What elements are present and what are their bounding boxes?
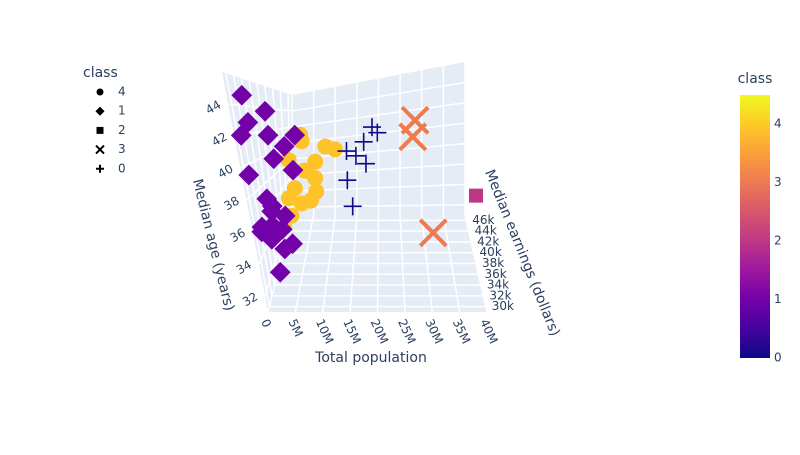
legend-symbol bbox=[96, 164, 104, 173]
data-point bbox=[338, 171, 357, 190]
y-tick-label: 42k bbox=[477, 234, 499, 248]
x-tick-label: 35M bbox=[450, 317, 474, 346]
legend-label: 0 bbox=[118, 161, 126, 175]
legend-symbol bbox=[96, 88, 104, 96]
data-point bbox=[293, 195, 310, 212]
data-point bbox=[343, 197, 362, 216]
legend-symbol bbox=[95, 106, 105, 116]
legend-label: 1 bbox=[118, 104, 126, 118]
legend-symbol bbox=[96, 126, 104, 134]
x-tick-label: 20M bbox=[368, 317, 392, 346]
data-point bbox=[280, 190, 297, 207]
data-point bbox=[346, 146, 365, 165]
y-tick-label: 38k bbox=[482, 256, 504, 270]
data-point bbox=[261, 228, 283, 250]
x-axis-title: Total population bbox=[314, 350, 427, 366]
scene bbox=[222, 62, 488, 313]
y-tick-label: 44k bbox=[475, 224, 497, 238]
grid-line bbox=[232, 75, 273, 296]
data-point bbox=[469, 188, 484, 203]
z-tick-label: 34 bbox=[234, 258, 254, 278]
y-tick-label: 30k bbox=[492, 299, 514, 313]
grid-line bbox=[240, 78, 276, 286]
x-tick-label: 30M bbox=[422, 317, 446, 346]
y-tick-label: 32k bbox=[489, 288, 511, 302]
data-point bbox=[356, 154, 375, 173]
x-tick-label: 5M bbox=[285, 317, 305, 339]
legend-label: 3 bbox=[118, 142, 126, 156]
data-point bbox=[238, 164, 260, 186]
colorbar-tick-label: 2 bbox=[774, 234, 782, 248]
data-point bbox=[237, 112, 259, 133]
data-point bbox=[274, 238, 296, 260]
data-point bbox=[257, 124, 279, 146]
data-point bbox=[398, 122, 428, 152]
grid-line bbox=[225, 73, 271, 307]
x-tick-label: 40M bbox=[477, 317, 501, 346]
data-point bbox=[282, 159, 304, 181]
y-tick-label: 46k bbox=[472, 213, 494, 227]
data-point bbox=[274, 205, 296, 227]
colorbar-tick-label: 3 bbox=[774, 175, 782, 189]
colorbar-tick-label: 0 bbox=[774, 351, 782, 365]
colorbar-tick-label: 4 bbox=[774, 117, 782, 131]
colorbar-title: class bbox=[738, 71, 773, 87]
z-tick-label: 32 bbox=[240, 290, 260, 310]
z-tick-label: 36 bbox=[228, 226, 248, 246]
data-point bbox=[261, 195, 283, 217]
data-point bbox=[256, 188, 278, 210]
data-point bbox=[273, 135, 295, 157]
legend-symbol bbox=[95, 144, 105, 155]
data-point bbox=[337, 142, 356, 161]
x-tick-label: 15M bbox=[340, 317, 364, 346]
data-point bbox=[263, 148, 285, 170]
data-point bbox=[354, 132, 373, 151]
data-point bbox=[326, 141, 343, 158]
data-point bbox=[418, 218, 448, 248]
z-tick-label: 38 bbox=[222, 194, 242, 214]
z-tick-label: 40 bbox=[215, 162, 235, 182]
data-point bbox=[368, 123, 387, 142]
data-point bbox=[296, 162, 313, 179]
colorbar-tick-label: 1 bbox=[774, 292, 782, 306]
data-point bbox=[269, 261, 291, 283]
grid-line bbox=[291, 81, 466, 112]
legend-label: 4 bbox=[118, 85, 126, 99]
z-tick-label: 44 bbox=[203, 98, 223, 118]
y-tick-label: 34k bbox=[487, 278, 509, 292]
data-point bbox=[231, 84, 253, 106]
data-point bbox=[254, 100, 276, 122]
grid-line bbox=[291, 204, 466, 208]
y-tick-label: 40k bbox=[480, 245, 502, 259]
z-tick-label: 42 bbox=[209, 130, 229, 150]
x-tick-label: 10M bbox=[313, 317, 337, 346]
legend-title: class bbox=[83, 65, 118, 81]
x-tick-label: 25M bbox=[395, 317, 419, 346]
data-point bbox=[230, 124, 252, 146]
data-point bbox=[308, 183, 325, 200]
y-tick-label: 36k bbox=[484, 267, 506, 281]
grid-line bbox=[291, 102, 466, 128]
legend-label: 2 bbox=[118, 123, 126, 137]
colorbar bbox=[740, 95, 770, 358]
x-tick-label: 0 bbox=[258, 317, 274, 330]
data-point bbox=[284, 124, 306, 146]
